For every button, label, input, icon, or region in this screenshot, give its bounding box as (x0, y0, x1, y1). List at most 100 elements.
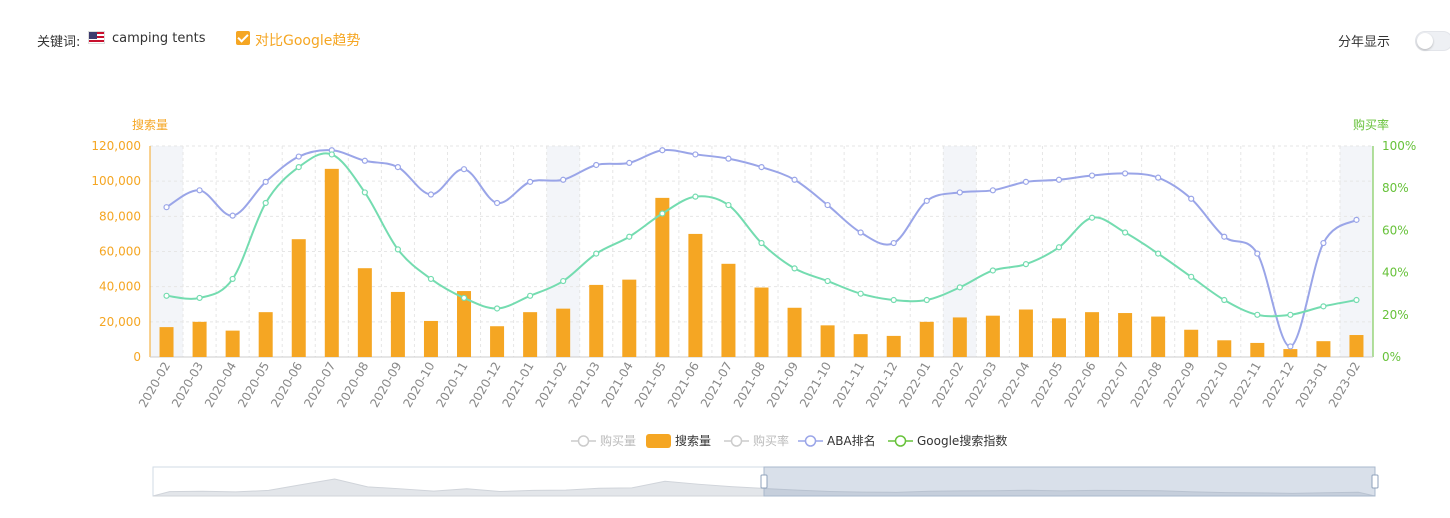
legend-label: Google搜索指数 (917, 433, 1007, 448)
aba-rank-point (791, 176, 798, 183)
aba-rank-point (295, 153, 302, 160)
google-index-point (1088, 214, 1096, 221)
google-index-point (824, 277, 831, 285)
aba-rank-point (725, 155, 732, 162)
aba-rank-point (1320, 239, 1327, 247)
x-tick-label: 2020-11 (433, 360, 470, 410)
aba-rank-point (989, 187, 996, 194)
aba-rank-point (1254, 250, 1261, 257)
aba-rank-point (1287, 343, 1294, 350)
x-tick-label: 2022-03 (962, 360, 999, 410)
x-tick-label: 2023-02 (1326, 360, 1363, 410)
x-tick-label: 2021-05 (632, 360, 669, 410)
google-index-point (725, 201, 732, 209)
legend-item[interactable]: ABA排名 (798, 433, 876, 448)
google-index-point (1188, 273, 1195, 280)
x-tick-label: 2020-03 (169, 360, 206, 410)
search-volume-bar (1349, 335, 1364, 357)
search-volume-bar (853, 334, 868, 357)
search-volume-bar (159, 327, 174, 357)
x-tick-label: 2020-10 (400, 360, 437, 410)
search-volume-bar (1184, 329, 1199, 357)
search-volume-bar (952, 317, 967, 357)
aba-rank-point (196, 187, 203, 194)
google-index-point (196, 294, 203, 302)
search-volume-bar (1051, 318, 1066, 357)
google-index-point (493, 305, 501, 312)
data-zoom-preview (152, 478, 1376, 497)
aba-rank-point (1022, 178, 1030, 185)
year-split-toggle[interactable] (1415, 31, 1450, 51)
keyword-label: 关键词: (37, 35, 81, 50)
aba-rank-point (427, 191, 435, 198)
aba-rank-point (493, 199, 501, 207)
legend-item[interactable]: 搜索量 (646, 433, 711, 448)
search-volume-bar (919, 321, 934, 357)
compare-google-label[interactable]: 对比Google趋势 (255, 33, 361, 49)
aba-rank-point (824, 201, 831, 209)
google-index-point (229, 275, 236, 283)
search-volume-bar (324, 168, 339, 357)
x-tick-label: 2020-05 (235, 360, 272, 410)
left-y-tick-label: 120,000 (91, 139, 141, 153)
search-volume-bar (490, 326, 505, 357)
legend-swatch-marker (577, 435, 590, 447)
right-y-axis-title: 购买率 (1353, 117, 1389, 132)
search-volume-bar (622, 279, 637, 357)
google-index-point (791, 265, 798, 272)
x-tick-label: 2021-11 (830, 360, 867, 410)
x-tick-label: 2020-02 (136, 360, 173, 410)
google-index-point (361, 189, 368, 196)
legend-swatch (646, 434, 671, 448)
left-y-axis-title: 搜索量 (132, 117, 168, 132)
search-volume-bar (225, 330, 240, 357)
google-index-point (1022, 261, 1030, 268)
year-split-label: 分年显示 (1338, 35, 1391, 50)
search-volume-bar (291, 239, 306, 357)
aba-rank-point (956, 189, 963, 196)
keyword-value: camping tents (112, 31, 206, 46)
x-tick-label: 2020-12 (466, 360, 503, 410)
data-zoom-start-handle[interactable] (760, 474, 768, 489)
aba-rank-point (229, 212, 236, 219)
data-zoom-selection[interactable] (763, 466, 1376, 497)
aba-rank-point (593, 161, 600, 169)
google-index-point (1221, 296, 1228, 304)
x-tick-label: 2021-07 (698, 360, 735, 410)
compare-google-checkbox[interactable] (236, 31, 250, 45)
aba-rank-point (857, 229, 864, 236)
legend-label: 购买量 (600, 433, 636, 448)
search-volume-bar (390, 291, 405, 357)
x-tick-label: 2020-04 (202, 360, 239, 410)
aba-rank-point (1188, 195, 1195, 202)
search-volume-bar (1283, 349, 1298, 357)
search-volume-bar (1018, 309, 1033, 357)
google-index-point (394, 246, 402, 253)
left-y-tick-label: 60,000 (99, 245, 141, 259)
legend-item[interactable]: 购买量 (571, 433, 636, 448)
legend-label: 搜索量 (675, 433, 711, 448)
google-index-point (890, 296, 897, 304)
left-y-tick-label: 80,000 (99, 209, 141, 223)
aba-rank-point (758, 164, 765, 171)
aba-rank-point (659, 147, 666, 154)
legend-item[interactable]: 购买率 (724, 433, 789, 448)
aba-rank-point (1121, 170, 1129, 177)
aba-rank-point (394, 164, 402, 171)
x-tick-label: 2022-04 (995, 360, 1032, 410)
aba-rank-point (361, 157, 368, 164)
right-y-tick-label: 20% (1382, 308, 1409, 322)
search-volume-bar (1217, 340, 1232, 357)
google-index-point (857, 290, 864, 297)
search-volume-bar (655, 197, 670, 357)
legend-item[interactable]: Google搜索指数 (888, 433, 1007, 448)
data-zoom-end-handle[interactable] (1371, 474, 1379, 489)
search-volume-bar (357, 268, 372, 357)
left-y-tick-label: 0 (133, 350, 141, 364)
x-tick-label: 2022-12 (1260, 360, 1297, 410)
x-tick-label: 2022-08 (1128, 360, 1165, 410)
google-index-point (527, 292, 534, 299)
search-volume-bar (1151, 316, 1166, 357)
search-volume-bar (787, 307, 802, 357)
